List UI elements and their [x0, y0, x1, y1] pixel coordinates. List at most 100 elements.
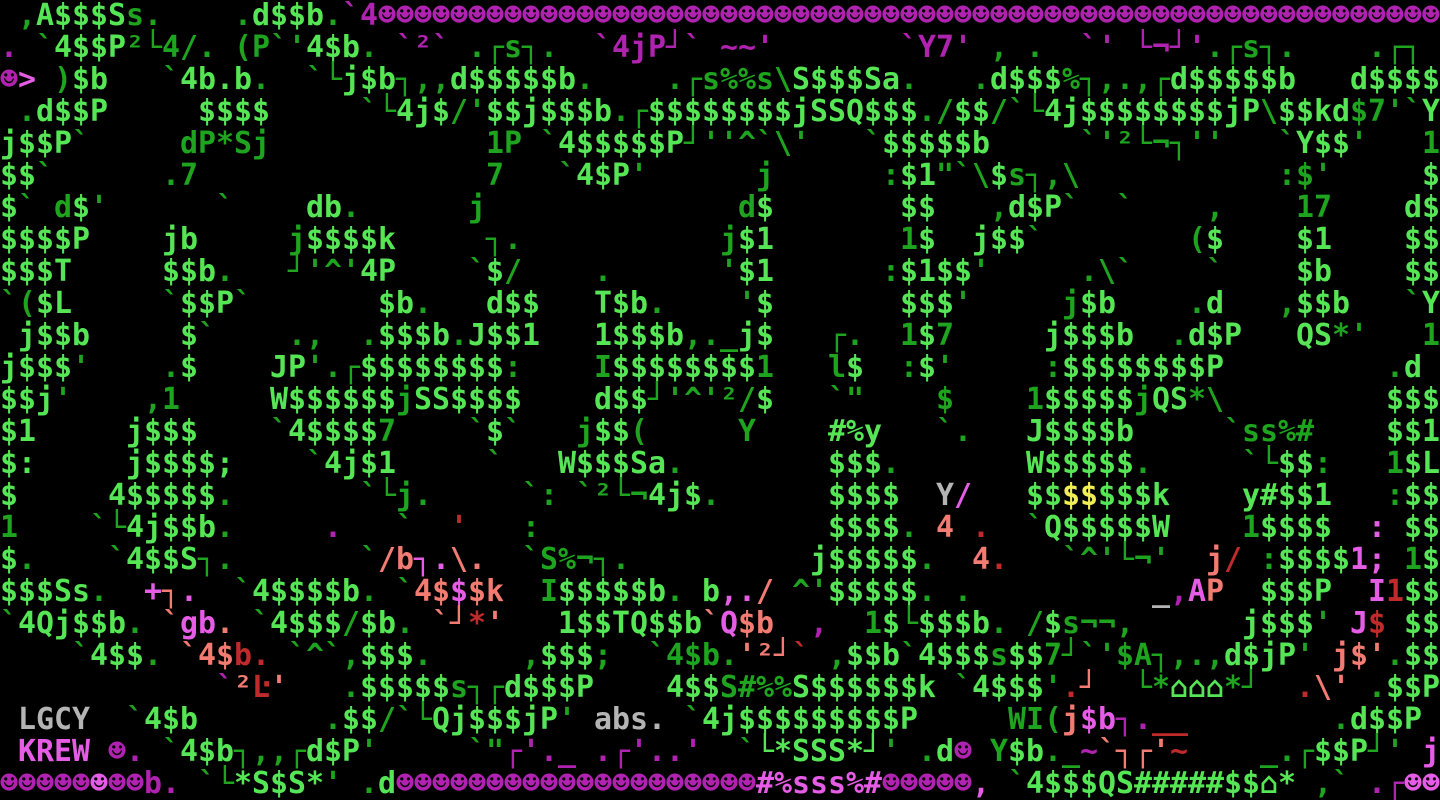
- art-segment: `: [0, 606, 18, 641]
- art-segment: j: [1062, 702, 1080, 737]
- art-segment: Y: [936, 478, 954, 513]
- art-segment: $$: [342, 702, 378, 737]
- art-segment: j: [720, 222, 738, 257]
- art-segment: 4Qj$$b: [18, 606, 126, 641]
- art-segment: d$$$$$b: [450, 62, 576, 97]
- art-segment: 4$$P: [54, 30, 126, 65]
- art-segment: ┘'^': [288, 254, 360, 289]
- art-segment: d$$P: [1350, 702, 1422, 737]
- art-segment: 4$: [414, 574, 450, 609]
- art-segment: d$$$: [990, 62, 1062, 97]
- art-segment: .: [918, 734, 936, 769]
- art-row-22: LGCY ` 4$b. $$/`└ Qj$$$jP ' abs. ` 4j$$$$$$$$$P W…: [0, 704, 1440, 736]
- art-segment: $$: [1404, 574, 1440, 609]
- art-segment: 4j$: [648, 478, 702, 513]
- art-segment: /: [756, 574, 774, 609]
- art-segment: .┌: [612, 94, 648, 129]
- art-segment: 1$$$b: [594, 318, 684, 353]
- art-segment: `: [1008, 766, 1026, 800]
- art-segment: ': [270, 670, 288, 705]
- art-segment: :: [1044, 350, 1062, 385]
- art-segment: j: [1422, 734, 1440, 769]
- art-segment: .: [990, 606, 1008, 641]
- art-segment: (: [1188, 222, 1206, 257]
- art-segment: `4$b: [648, 638, 720, 673]
- art-segment: ': [954, 286, 972, 321]
- art-segment: $: [756, 286, 774, 321]
- art-segment: KREW: [18, 734, 90, 769]
- art-segment: j$$$: [1242, 606, 1314, 641]
- art-segment: `: [1026, 222, 1044, 257]
- art-segment: d$$: [486, 286, 540, 321]
- art-segment: '²┘: [738, 638, 792, 673]
- art-segment: 4: [972, 542, 990, 577]
- art-segment: $1$$: [900, 254, 972, 289]
- art-segment: ,: [1278, 286, 1296, 321]
- art-segment: .: [594, 254, 612, 289]
- art-segment: 4b.b: [180, 62, 252, 97]
- art-segment: _.: [1260, 734, 1296, 769]
- art-segment: /: [1026, 606, 1044, 641]
- art-segment: d$$: [594, 382, 648, 417]
- art-segment: ~: [1080, 734, 1098, 769]
- art-segment: `: [900, 638, 918, 673]
- art-segment: `: [954, 670, 972, 705]
- art-segment: $$$$$b: [882, 126, 990, 161]
- art-segment: 1$$TQ$$b: [558, 606, 702, 641]
- art-segment: .┌┐: [1368, 30, 1422, 65]
- art-segment: j: [396, 382, 414, 417]
- art-segment: .: [126, 606, 144, 641]
- art-segment: `: [126, 702, 144, 737]
- art-segment: _: [1152, 574, 1170, 609]
- art-segment: ┐,,┌: [234, 734, 306, 769]
- art-segment: .: [1368, 670, 1386, 705]
- art-segment: ┐.: [1116, 702, 1152, 737]
- art-segment: JP: [270, 350, 306, 385]
- art-segment: 4$$$: [270, 606, 342, 641]
- art-segment: `: [270, 414, 288, 449]
- art-segment: `: [1116, 190, 1134, 225]
- art-segment: $: [1368, 606, 1386, 641]
- art-segment: 1: [1386, 446, 1404, 481]
- art-segment: ,: [1170, 574, 1188, 609]
- art-segment: ┘': [1368, 734, 1404, 769]
- art-segment: ☻☻b.: [108, 766, 180, 800]
- art-segment: Y: [1422, 286, 1440, 321]
- art-segment: 7: [378, 414, 396, 449]
- art-row-16: 1 `└ 4j$$b.. ` ': $$$$. 4. ` Q$$$$$W 1 $$$$: $$: [0, 512, 1440, 544]
- art-segment: $: [1044, 606, 1062, 641]
- art-segment: $$$$$: [360, 670, 450, 705]
- art-segment: `: [468, 414, 486, 449]
- art-segment: .: [216, 478, 234, 513]
- art-row-4: j$$P ` dP*Sj 1P ` 4$$$$$P ┘' '^`\' ` $$$$$b `'²└¬┐…: [0, 128, 1440, 160]
- art-segment: 4j$$$$$$$$$P: [702, 702, 918, 737]
- art-segment: 4$$$$: [288, 414, 378, 449]
- art-segment: `└: [198, 766, 234, 800]
- art-row-17: $. ` 4$$S ┐. `/b ┐. \. `S%¬┐. j$$$$$. 4. `^'└¬' j /:…: [0, 544, 1440, 576]
- art-row-9: `($L ` $$P ` $b. d$$ T$b. ' $ $$$ ' j $b. d, $$b ` Y: [0, 288, 1440, 320]
- art-segment: 4$$$$$P: [558, 126, 684, 161]
- art-segment: $: [846, 350, 864, 385]
- art-segment: dP*Sj: [180, 126, 270, 161]
- art-segment: └*: [1134, 670, 1170, 705]
- art-segment: ': [1314, 606, 1332, 641]
- art-segment: `: [234, 574, 252, 609]
- art-segment: $$$k: [1098, 478, 1170, 513]
- art-segment: `4: [342, 0, 378, 33]
- art-segment: `: [36, 30, 54, 65]
- art-segment: 1;: [1350, 542, 1386, 577]
- art-segment: /b: [378, 542, 414, 577]
- art-segment: 17: [1296, 190, 1332, 225]
- art-segment: $$1: [1386, 414, 1440, 449]
- art-segment: ,: [972, 766, 990, 800]
- art-segment: ┌.: [828, 318, 864, 353]
- art-segment: ,: [18, 0, 36, 33]
- art-segment: :: [882, 254, 900, 289]
- art-segment: #%y: [828, 414, 882, 449]
- art-segment: $$j: [0, 382, 54, 417]
- art-segment: j$$: [972, 222, 1026, 257]
- art-segment: ': [72, 350, 90, 385]
- art-segment: .: [252, 62, 270, 97]
- art-segment: T$b: [594, 286, 648, 321]
- art-segment: S$$$Sa: [792, 62, 900, 97]
